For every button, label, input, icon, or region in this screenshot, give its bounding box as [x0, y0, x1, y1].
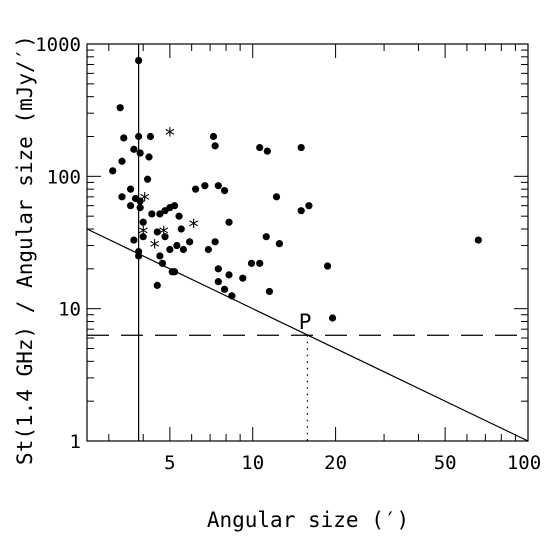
y-tick-label: 100	[47, 166, 81, 188]
data-point	[211, 238, 219, 246]
data-point	[204, 245, 212, 254]
data-point	[153, 281, 161, 289]
data-point	[158, 259, 167, 267]
data-point	[214, 278, 222, 286]
data-point	[256, 259, 264, 267]
data-point-asterisk: *	[165, 124, 175, 148]
x-tick-label: 100	[507, 452, 541, 474]
data-point	[186, 238, 194, 246]
data-point	[225, 271, 233, 279]
data-point	[153, 228, 161, 236]
y-axis-label: St(1.4 GHz) / Angular size (mJy/′)	[13, 35, 37, 465]
data-point	[118, 157, 126, 165]
data-point	[209, 132, 218, 141]
data-point	[265, 287, 274, 296]
data-point	[136, 204, 144, 212]
data-point	[118, 193, 126, 201]
data-point	[225, 218, 233, 226]
y-tick-label: 1	[70, 431, 81, 453]
data-point	[135, 56, 143, 65]
x-tick-label: 10	[241, 452, 264, 474]
data-point	[135, 247, 143, 256]
data-point	[228, 292, 236, 300]
data-point	[170, 202, 179, 210]
data-point	[156, 252, 164, 260]
data-point	[135, 132, 143, 141]
data-point	[256, 143, 264, 152]
data-point	[211, 142, 219, 150]
data-point	[262, 233, 270, 241]
data-point	[272, 193, 281, 201]
x-tick-label: 20	[324, 452, 347, 474]
data-point	[220, 285, 229, 293]
data-point	[297, 207, 305, 215]
plot-frame	[86, 43, 529, 442]
data-point	[139, 218, 147, 226]
data-point	[297, 143, 305, 152]
data-point	[136, 149, 144, 157]
data-point-asterisk: *	[138, 222, 148, 246]
data-point	[239, 274, 247, 282]
x-tick-label: 50	[434, 452, 457, 474]
data-point	[166, 245, 174, 254]
data-point-asterisk: *	[140, 188, 150, 212]
y-tick-label: 1000	[35, 34, 81, 56]
data-point	[126, 202, 135, 210]
data-point	[247, 259, 256, 267]
data-point	[130, 236, 138, 244]
data-point	[143, 175, 152, 183]
data-point	[130, 145, 138, 153]
data-point	[305, 202, 313, 210]
data-point	[161, 233, 169, 241]
data-point	[263, 147, 271, 155]
data-point	[191, 185, 200, 193]
x-tick-label: 5	[164, 452, 175, 474]
y-tick-label: 10	[58, 299, 81, 321]
data-point	[146, 132, 155, 141]
data-point	[126, 185, 135, 193]
data-point	[328, 314, 337, 322]
data-point	[109, 167, 117, 175]
data-point	[214, 182, 222, 190]
data-point	[177, 225, 185, 233]
data-point	[145, 153, 153, 161]
data-point	[220, 187, 229, 195]
data-point	[179, 245, 188, 254]
data-point	[139, 233, 147, 241]
x-axis-label: Angular size (′)	[207, 508, 409, 532]
data-point	[116, 104, 124, 112]
data-point	[148, 210, 156, 218]
data-point	[275, 240, 284, 248]
data-point-asterisk: *	[189, 215, 199, 239]
data-point	[120, 134, 128, 142]
annotation-label: P	[299, 310, 312, 334]
data-point	[474, 236, 482, 244]
data-point	[214, 265, 222, 273]
data-point	[173, 241, 181, 250]
data-point-asterisk: *	[159, 222, 169, 246]
data-point-asterisk: *	[150, 236, 160, 260]
data-point	[201, 182, 209, 190]
data-point	[175, 212, 183, 220]
data-point	[323, 262, 332, 270]
data-point	[170, 268, 179, 276]
data-point	[136, 197, 144, 205]
